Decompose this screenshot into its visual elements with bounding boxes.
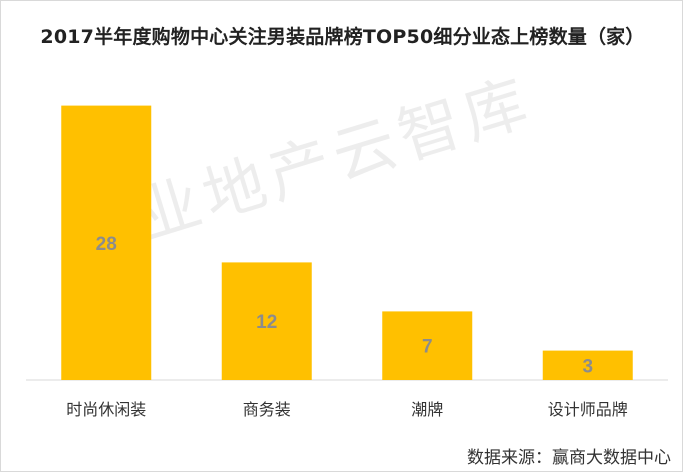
bar-value-label: 7	[422, 337, 433, 358]
bar-4	[542, 350, 633, 380]
category-label: 时尚休闲装	[66, 400, 146, 419]
bar-3	[382, 311, 473, 380]
category-label: 潮牌	[411, 400, 443, 419]
chart-title: 2017半年度购物中心关注男装品牌榜TOP50细分业态上榜数量（家）	[40, 26, 645, 48]
bar-1	[61, 105, 152, 380]
data-source: 数据来源：赢商大数据中心	[467, 448, 671, 468]
category-label: 商务装	[243, 400, 291, 419]
bar-value-label: 3	[582, 356, 593, 377]
bar-value-label: 28	[96, 234, 117, 255]
bar-value-label: 12	[256, 312, 277, 333]
bars-group: 28 时尚休闲装 12 商务装 7 潮牌 3 设计师品牌	[61, 105, 633, 419]
bar-2	[221, 262, 312, 380]
category-label: 设计师品牌	[548, 400, 628, 419]
